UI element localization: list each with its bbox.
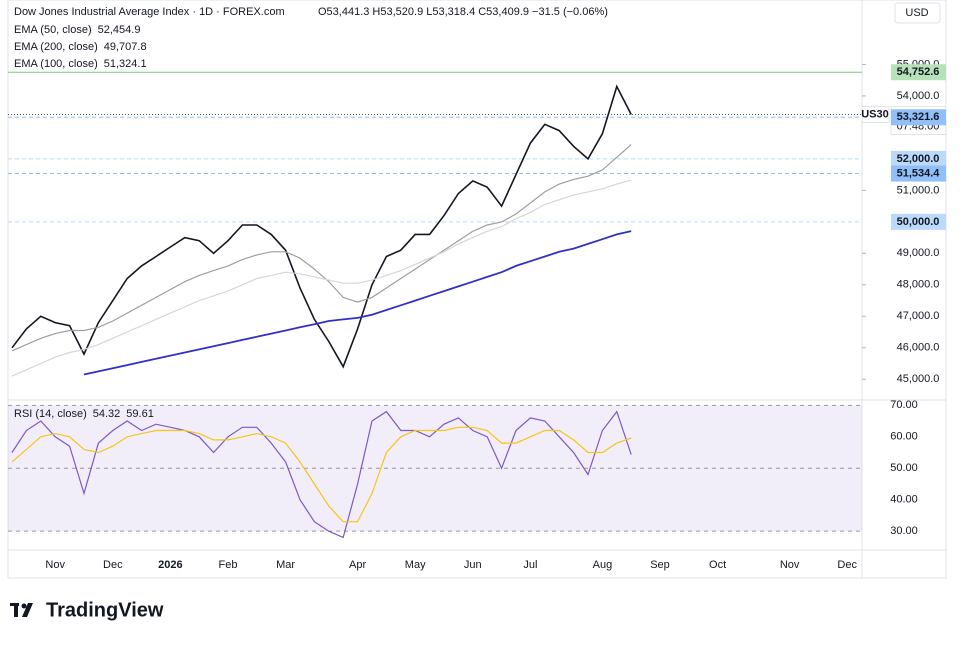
ohlc: O53,441.3 H53,520.9 L53,318.4 C53,409.9 … (318, 6, 608, 18)
level-label: 51,534.4 (897, 167, 941, 179)
x-tick-label: Jun (464, 559, 482, 571)
brand: TradingView (46, 599, 164, 621)
legend-value: 54.32 (93, 408, 121, 420)
legend-name: EMA (100, close) (14, 58, 98, 70)
x-tick-label: Feb (219, 559, 238, 571)
symbol: US30 (861, 108, 889, 120)
series-line (11, 426, 632, 523)
countdown: 07:48:00 (897, 120, 940, 132)
legend-name: EMA (200, close) (14, 41, 98, 53)
y-tick-label: 48,000.0 (897, 279, 940, 291)
level-badge (891, 109, 946, 126)
y-tick-label: 60.00 (890, 431, 918, 443)
series-line (11, 144, 632, 352)
series-line (11, 84, 632, 369)
x-tick-label: Apr (349, 559, 366, 571)
y-tick-label: 45,000.0 (897, 373, 940, 385)
level-badge (891, 64, 946, 81)
x-tick-label: Sep (650, 559, 670, 571)
level-badge (891, 150, 946, 167)
y-tick-label: 40.00 (890, 494, 918, 506)
x-tick-label: Aug (593, 559, 613, 571)
y-tick-label: 70.00 (890, 399, 918, 411)
x-tick-label: Dec (837, 559, 857, 571)
symbol-badge (861, 106, 890, 124)
level-label: 52,000.0 (897, 153, 940, 165)
x-tick-label: Nov (780, 559, 800, 571)
level-label: 54,752.6 (897, 66, 940, 78)
logo (10, 603, 33, 617)
level-badge (891, 213, 946, 230)
level-label: 50,000.0 (897, 216, 940, 228)
y-tick-label: 49,000.0 (897, 247, 940, 259)
y-tick-label: 46,000.0 (897, 342, 940, 354)
legend-value: 52,454.9 (98, 24, 141, 36)
frame (7, 0, 947, 579)
legend-value: 51,324.1 (104, 58, 147, 70)
series-line (11, 410, 632, 539)
series-line (83, 230, 632, 376)
y-tick-label: 47,000.0 (897, 310, 940, 322)
x-tick-label: Jul (523, 559, 537, 571)
legend-value: 59.61 (126, 408, 154, 420)
x-tick-label: Nov (45, 559, 65, 571)
x-tick-label: 2026 (158, 559, 182, 571)
level-badge (891, 165, 946, 182)
legend-name: EMA (50, close) (14, 24, 92, 36)
currency[interactable]: USD (905, 7, 928, 19)
legend-value: 49,707.8 (104, 41, 147, 53)
x-tick-label: Dec (103, 559, 123, 571)
level-label: 53,321.6 (897, 111, 940, 123)
series-line (11, 179, 632, 377)
y-tick-label: 50.00 (890, 462, 918, 474)
currency-button[interactable] (894, 2, 941, 24)
chart-title: Dow Jones Industrial Average Index · 1D … (14, 6, 285, 18)
x-tick-label: May (405, 559, 426, 571)
y-tick-label: 54,000.0 (897, 90, 940, 102)
x-tick-label: Oct (709, 559, 726, 571)
y-tick-label: 30.00 (890, 525, 918, 537)
x-tick-label: Mar (276, 559, 295, 571)
rsi-title: RSI (14, close) (14, 408, 87, 420)
y-tick-label: 51,000.0 (897, 184, 940, 196)
